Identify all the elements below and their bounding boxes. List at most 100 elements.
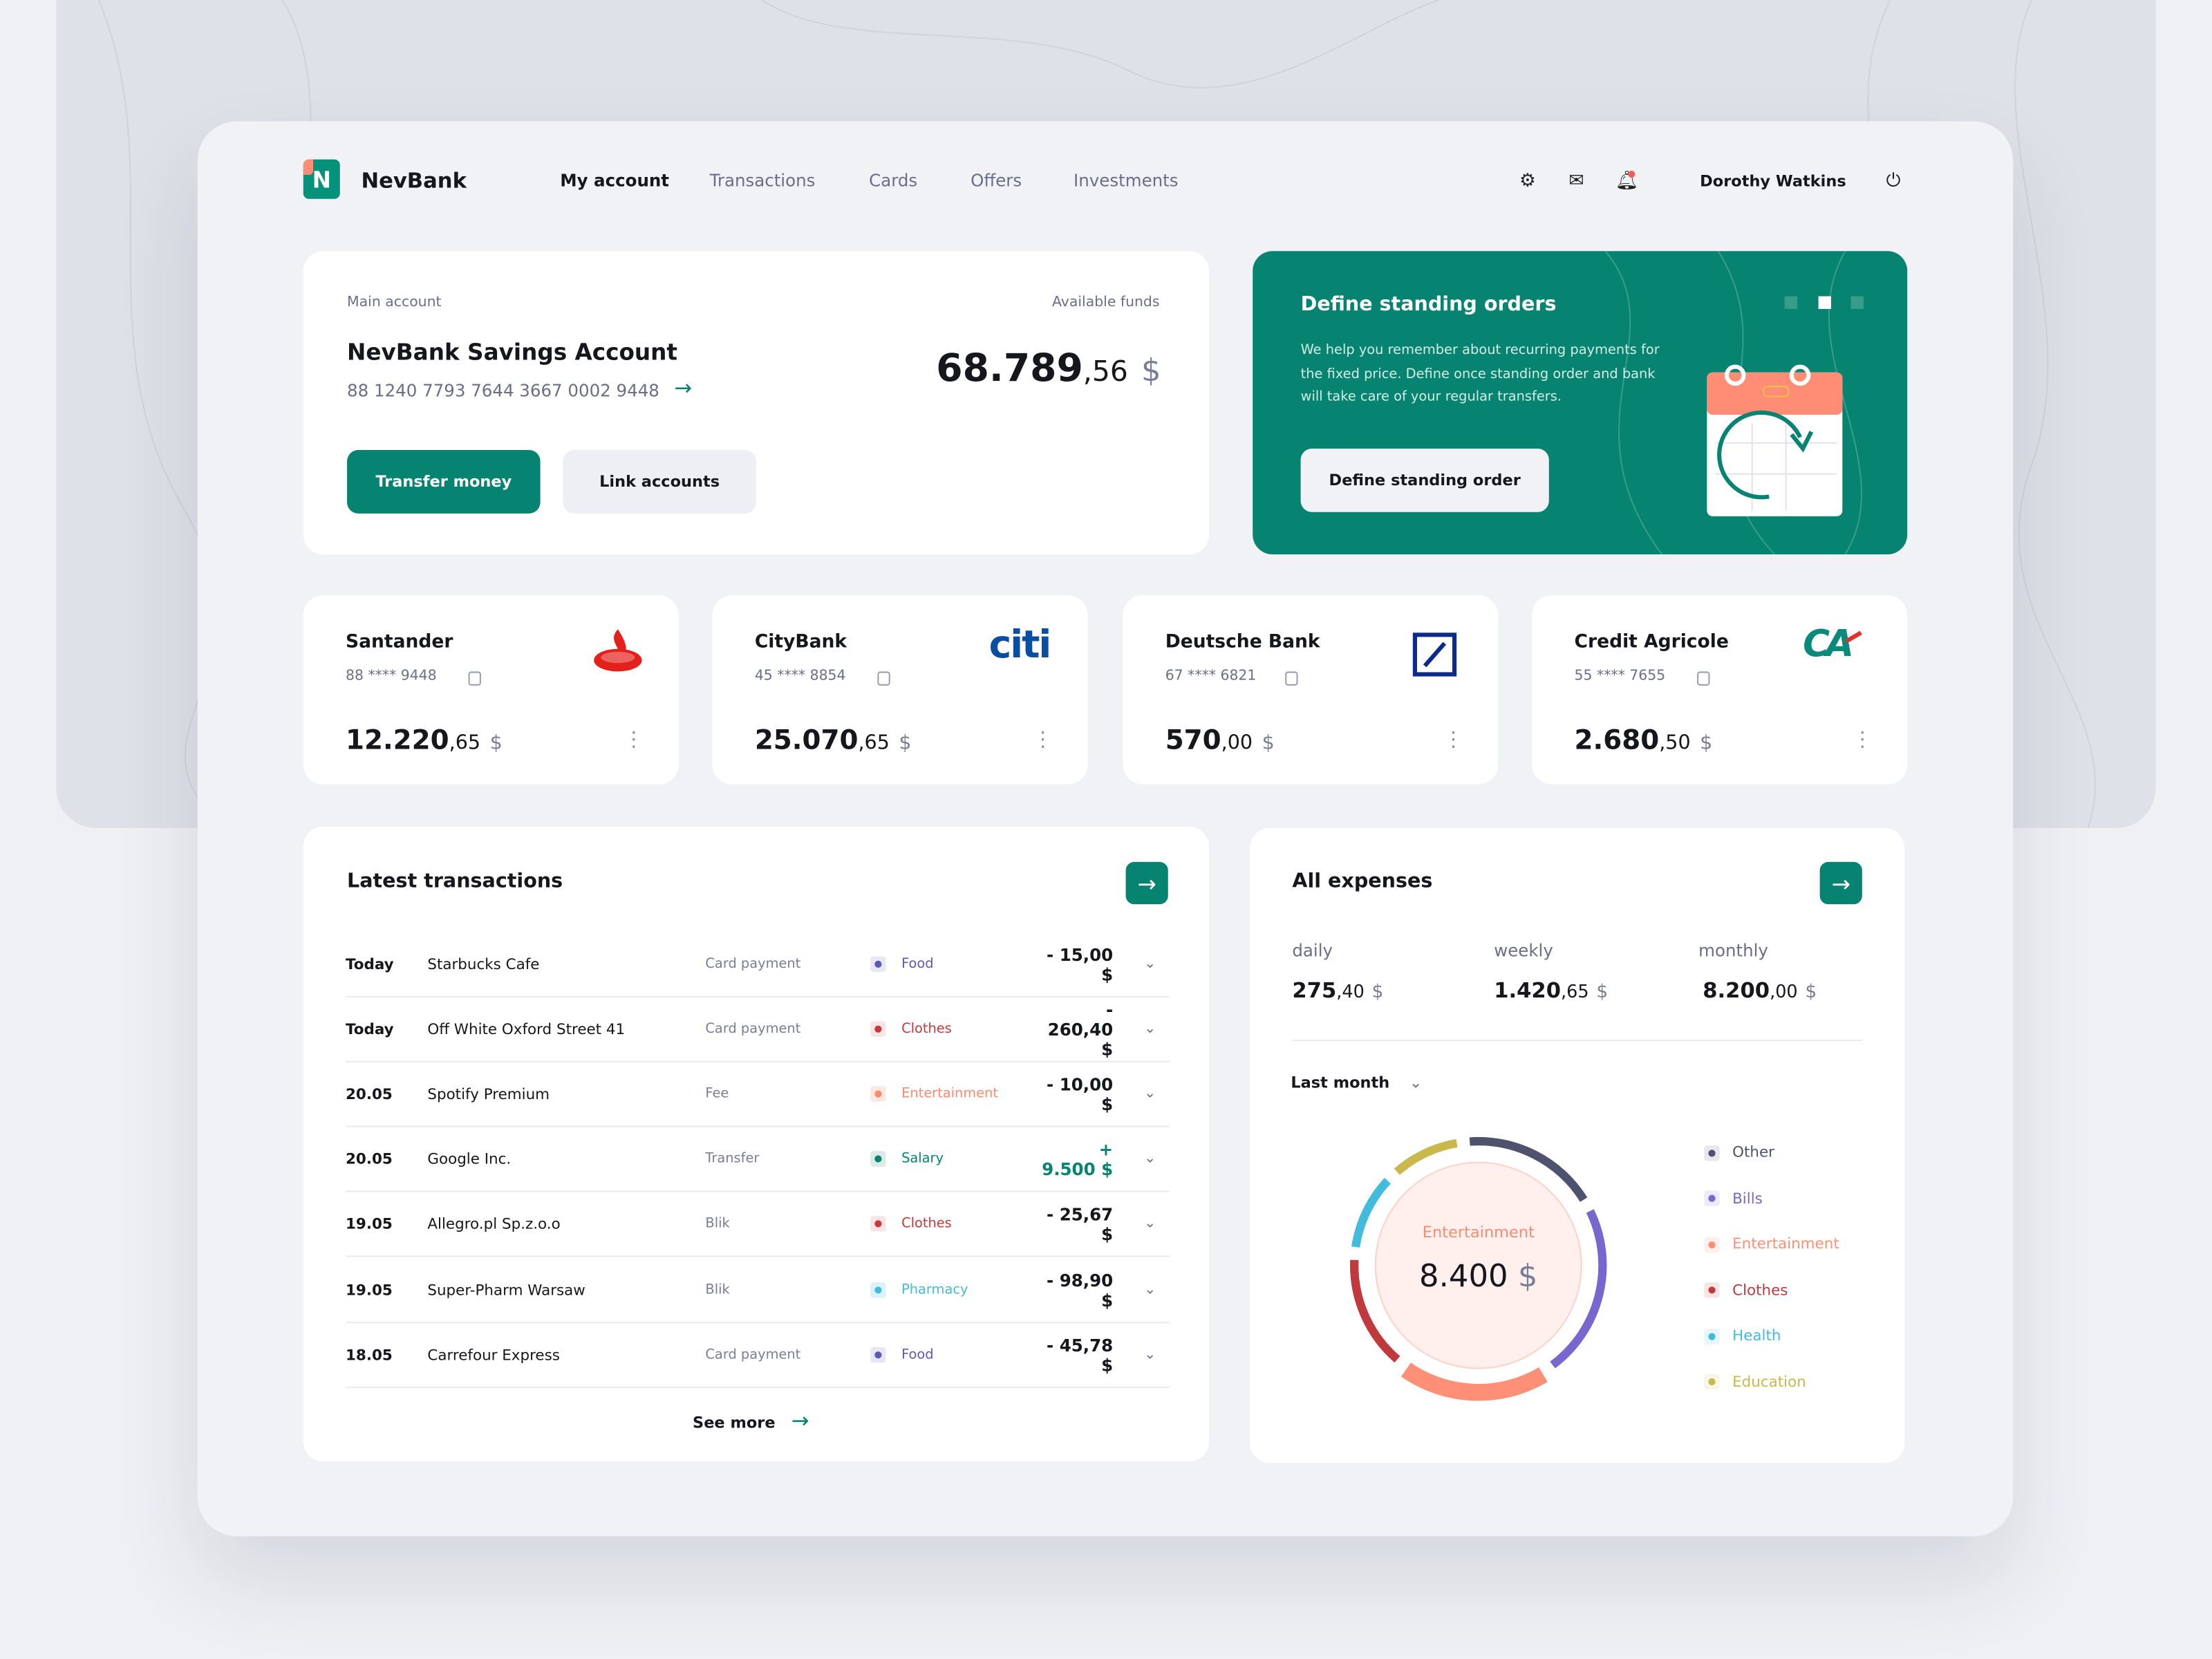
transaction-row[interactable]: 18.05 Carrefour Express Card payment Foo… <box>345 1323 1170 1389</box>
legend-item-clothes[interactable]: Clothes <box>1704 1282 1788 1299</box>
expand-chevron-icon[interactable]: ⌄ <box>1144 956 1156 973</box>
donut-center-value: 8.400 $ <box>1419 1259 1538 1295</box>
account-details-arrow-icon[interactable]: → <box>674 375 693 401</box>
donut-slice-other[interactable] <box>1469 1136 1588 1202</box>
open-transactions-arrow-button[interactable]: → <box>1125 861 1168 905</box>
transaction-category: Entertainment <box>870 1086 1040 1102</box>
more-options-icon[interactable]: · · · <box>1859 722 1866 759</box>
bank-name: Credit Agricole <box>1574 632 1729 653</box>
user-name[interactable]: Dorothy Watkins <box>1700 171 1846 191</box>
nav-offers[interactable]: Offers <box>971 170 1022 191</box>
legend-item-bills[interactable]: Bills <box>1704 1190 1763 1207</box>
transfer-money-button[interactable]: Transfer money <box>347 450 541 514</box>
nav-my-account[interactable]: My account <box>560 170 670 191</box>
bank-account-number: 45 **** 8854 <box>754 668 846 684</box>
donut-slice-health[interactable] <box>1351 1177 1391 1248</box>
copy-icon[interactable] <box>1285 671 1298 686</box>
period-filter-dropdown[interactable]: Last month ⌄ <box>1291 1074 1423 1092</box>
category-dot-icon <box>870 1021 886 1037</box>
nav-investments[interactable]: Investments <box>1074 170 1179 191</box>
carousel-dot-1[interactable] <box>1784 296 1797 309</box>
see-more-arrow-icon[interactable]: → <box>791 1407 809 1434</box>
main-account-label: Main account <box>347 294 442 310</box>
more-options-icon[interactable]: · · · <box>630 722 637 759</box>
brand-name: NevBank <box>361 167 467 194</box>
transaction-date: 19.05 <box>345 1282 393 1299</box>
transaction-merchant: Spotify Premium <box>427 1085 550 1103</box>
expand-chevron-icon[interactable]: ⌄ <box>1144 1086 1156 1102</box>
account-name: NevBank Savings Account <box>347 338 678 366</box>
transaction-amount: + 9.500 $ <box>1042 1138 1114 1179</box>
copy-icon[interactable] <box>468 671 481 686</box>
bank-card-santander[interactable]: Santander 88 **** 9448 12.220,65 $ · · · <box>303 595 679 785</box>
transaction-amount: - 10,00 $ <box>1047 1074 1114 1114</box>
bank-balance: 25.070,65 $ <box>754 724 912 756</box>
expand-chevron-icon[interactable]: ⌄ <box>1144 1347 1156 1363</box>
legend-item-health[interactable]: Health <box>1704 1327 1781 1344</box>
expenses-donut-chart[interactable] <box>1338 1125 1620 1407</box>
define-standing-order-button[interactable]: Define standing order <box>1300 448 1549 512</box>
main-account-card: Main account Available funds NevBank Sav… <box>303 251 1209 555</box>
more-options-icon[interactable]: · · · <box>1450 722 1457 759</box>
transaction-category: Food <box>870 956 1040 973</box>
legend-item-education[interactable]: Education <box>1704 1374 1806 1390</box>
nav-transactions[interactable]: Transactions <box>709 170 816 191</box>
bank-name: CityBank <box>754 632 847 653</box>
transaction-row[interactable]: 20.05 Google Inc. Transfer Salary + 9.50… <box>345 1127 1170 1192</box>
nevbank-logo[interactable]: N <box>303 159 340 199</box>
see-more-link[interactable]: See more <box>693 1413 776 1432</box>
bank-card-deutsche-bank[interactable]: Deutsche Bank 67 **** 6821 570,00 $ · · · <box>1123 595 1499 785</box>
donut-slice-education[interactable] <box>1394 1138 1458 1175</box>
deutsche-bank-logo-icon <box>1412 632 1457 677</box>
bank-balance: 12.220,65 $ <box>345 724 503 756</box>
legend-dot-icon <box>1704 1145 1720 1161</box>
donut-slice-clothes[interactable] <box>1350 1259 1400 1363</box>
account-number: 88 1240 7793 7644 3667 0002 9448 <box>347 381 659 401</box>
transaction-row[interactable]: 20.05 Spotify Premium Fee Entertainment … <box>345 1062 1170 1127</box>
donut-slice-entertainment[interactable] <box>1400 1362 1548 1401</box>
transaction-date: 19.05 <box>345 1215 393 1232</box>
nav-cards[interactable]: Cards <box>869 170 918 191</box>
all-expenses-card: All expenses → daily weekly monthly 275,… <box>1250 827 1905 1463</box>
settings-gear-icon[interactable]: ⚙ <box>1519 170 1536 192</box>
monthly-label: monthly <box>1698 941 1768 961</box>
calendar-recurring-illustration <box>1707 364 1843 516</box>
category-dot-icon <box>870 1216 886 1232</box>
mail-icon[interactable]: ✉ <box>1568 170 1584 192</box>
donut-slice-bills[interactable] <box>1550 1209 1607 1369</box>
transactions-title: Latest transactions <box>347 870 563 893</box>
transaction-merchant: Off White Oxford Street 41 <box>427 1020 626 1038</box>
open-expenses-arrow-button[interactable]: → <box>1819 861 1862 905</box>
transaction-row[interactable]: Today Starbucks Cafe Card payment Food -… <box>345 932 1170 997</box>
expand-chevron-icon[interactable]: ⌄ <box>1144 1151 1156 1167</box>
carousel-dot-2-active[interactable] <box>1818 296 1831 309</box>
legend-dot-icon <box>1704 1282 1720 1298</box>
bell-notification-icon[interactable]: 🔔︎ <box>1615 170 1639 192</box>
copy-icon[interactable] <box>1697 671 1710 686</box>
copy-icon[interactable] <box>877 671 890 686</box>
monthly-value: 8.200,00 $ <box>1703 977 1817 1004</box>
legend-item-entertainment[interactable]: Entertainment <box>1704 1236 1839 1253</box>
more-options-icon[interactable]: · · · <box>1040 722 1047 759</box>
daily-value: 275,40 $ <box>1292 977 1384 1004</box>
expand-chevron-icon[interactable]: ⌄ <box>1144 1216 1156 1232</box>
bank-card-credit-agricole[interactable]: Credit Agricole 55 **** 7655 2.680,50 $ … <box>1532 595 1908 785</box>
bank-card-citybank[interactable]: CityBank 45 **** 8854 25.070,65 $ citi ·… <box>712 595 1088 785</box>
promo-text: We help you remember about recurring pay… <box>1300 342 1660 405</box>
link-accounts-button[interactable]: Link accounts <box>563 450 756 514</box>
legend-item-other[interactable]: Other <box>1704 1144 1774 1161</box>
carousel-dot-3[interactable] <box>1850 296 1864 309</box>
transaction-merchant: Allegro.pl Sp.z.o.o <box>427 1215 561 1232</box>
transaction-amount: - 98,90 $ <box>1047 1270 1114 1310</box>
transaction-row[interactable]: 19.05 Allegro.pl Sp.z.o.o Blik Clothes -… <box>345 1192 1170 1257</box>
transaction-row[interactable]: Today Off White Oxford Street 41 Card pa… <box>345 997 1170 1062</box>
transaction-category: Salary <box>870 1151 1040 1167</box>
transaction-category: Clothes <box>870 1216 1040 1232</box>
transaction-date: 20.05 <box>345 1085 393 1103</box>
expand-chevron-icon[interactable]: ⌄ <box>1144 1282 1156 1298</box>
transaction-row[interactable]: 19.05 Super-Pharm Warsaw Blik Pharmacy -… <box>345 1258 1170 1324</box>
category-dot-icon <box>870 1151 886 1167</box>
logout-icon[interactable]: ⏻ <box>1886 170 1901 192</box>
expand-chevron-icon[interactable]: ⌄ <box>1144 1021 1156 1037</box>
latest-transactions-card: Latest transactions → Today Starbucks Ca… <box>303 826 1209 1462</box>
